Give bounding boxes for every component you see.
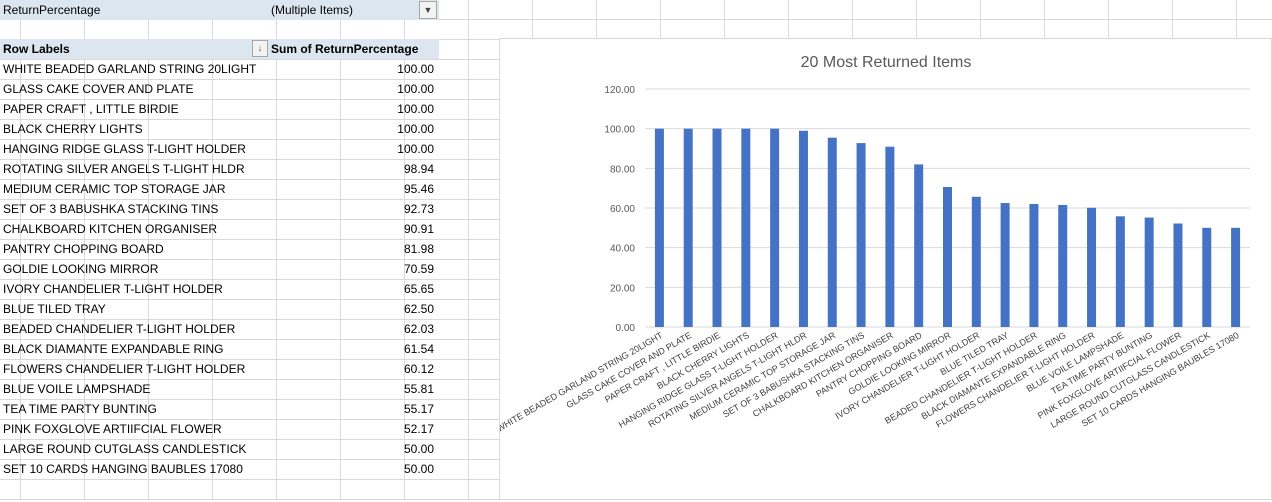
- y-tick-label: 0.00: [616, 323, 636, 334]
- pivot-row-value[interactable]: 98.94: [403, 162, 434, 176]
- pivot-row-label[interactable]: PINK FOXGLOVE ARTIIFCIAL FLOWER: [3, 422, 222, 436]
- bar[interactable]: [1144, 217, 1154, 327]
- bar[interactable]: [741, 128, 751, 327]
- y-tick-label: 20.00: [610, 283, 635, 294]
- pivot-row-value[interactable]: 52.17: [403, 422, 434, 436]
- pivot-row-label[interactable]: LARGE ROUND CUTGLASS CANDLESTICK: [3, 442, 247, 456]
- chart-canvas: 20 Most Returned Items 0.00 20.00 40.00 60.…: [495, 54, 1250, 434]
- pivot-row-value[interactable]: 92.73: [403, 202, 434, 216]
- pivot-row-label[interactable]: BLUE TILED TRAY: [3, 302, 106, 316]
- pivot-row-value[interactable]: 100.00: [397, 142, 434, 156]
- y-tick-label: 100.00: [604, 125, 635, 136]
- filter-field-label[interactable]: ReturnPercentage: [0, 0, 270, 20]
- pivot-row-value[interactable]: 100.00: [397, 102, 434, 116]
- pivot-row-label[interactable]: PANTRY CHOPPING BOARD: [3, 242, 164, 256]
- pivot-row-value[interactable]: 60.12: [403, 362, 434, 376]
- pivot-row-label[interactable]: SET OF 3 BABUSHKA STACKING TINS: [3, 202, 219, 216]
- bar[interactable]: [683, 128, 693, 327]
- pivot-row-value[interactable]: 95.46: [403, 182, 434, 196]
- pivot-row-label[interactable]: BLUE VOILE LAMPSHADE: [3, 382, 151, 396]
- pivot-row-label[interactable]: TEA TIME PARTY BUNTING: [3, 402, 157, 416]
- bar[interactable]: [971, 196, 981, 327]
- pivot-row-value[interactable]: 50.00: [403, 462, 434, 476]
- bar[interactable]: [654, 128, 664, 327]
- pivot-row-value[interactable]: 55.17: [403, 402, 434, 416]
- pivot-row-label[interactable]: BLACK CHERRY LIGHTS: [3, 122, 143, 136]
- pivot-row-value[interactable]: 100.00: [397, 82, 434, 96]
- bar[interactable]: [1202, 227, 1212, 327]
- pivot-row-value[interactable]: 81.98: [403, 242, 434, 256]
- y-tick-label: 40.00: [610, 244, 635, 255]
- pivot-row-value[interactable]: 55.81: [403, 382, 434, 396]
- pivot-row-label[interactable]: BLACK DIAMANTE EXPANDABLE RING: [3, 342, 224, 356]
- bar[interactable]: [1000, 203, 1010, 327]
- bar[interactable]: [1115, 216, 1125, 327]
- bar[interactable]: [827, 137, 837, 327]
- pivot-row-value[interactable]: 100.00: [397, 62, 434, 76]
- bar-chart[interactable]: 20 Most Returned Items 0.00 20.00 40.00 60.…: [495, 38, 1272, 500]
- pivot-row-label[interactable]: FLOWERS CHANDELIER T-LIGHT HOLDER: [3, 362, 246, 376]
- pivot-row-value[interactable]: 90.91: [403, 222, 434, 236]
- pivot-row-label[interactable]: GOLDIE LOOKING MIRROR: [3, 262, 159, 276]
- pivot-row-value[interactable]: 62.50: [403, 302, 434, 316]
- bar[interactable]: [712, 128, 722, 327]
- sort-filter-icon[interactable]: ↓: [252, 40, 268, 57]
- pivot-row-label[interactable]: BEADED CHANDELIER T-LIGHT HOLDER: [3, 322, 236, 336]
- bar[interactable]: [914, 164, 924, 327]
- y-tick-label: 80.00: [610, 164, 635, 175]
- pivot-row-label[interactable]: ROTATING SILVER ANGELS T-LIGHT HLDR: [3, 162, 245, 176]
- bar[interactable]: [1087, 207, 1097, 327]
- y-tick-label: 120.00: [604, 85, 635, 96]
- pivot-row-label[interactable]: WHITE BEADED GARLAND STRING 20LIGHT: [3, 62, 257, 76]
- bar[interactable]: [943, 186, 952, 327]
- filter-funnel-icon[interactable]: ▼: [419, 1, 437, 19]
- bar[interactable]: [1029, 203, 1039, 327]
- pivot-row-label[interactable]: PAPER CRAFT , LITTLE BIRDIE: [3, 102, 179, 116]
- pivot-row-value[interactable]: 61.54: [403, 342, 434, 356]
- pivot-row-label[interactable]: CHALKBOARD KITCHEN ORGANISER: [3, 222, 218, 236]
- pivot-row-label[interactable]: HANGING RIDGE GLASS T-LIGHT HOLDER: [3, 142, 246, 156]
- bar[interactable]: [1058, 204, 1068, 327]
- pivot-row-value[interactable]: 65.65: [403, 282, 434, 296]
- bar[interactable]: [1231, 227, 1241, 327]
- pivot-row-label[interactable]: MEDIUM CERAMIC TOP STORAGE JAR: [3, 182, 226, 196]
- bar[interactable]: [885, 146, 895, 327]
- y-tick-label: 60.00: [610, 204, 635, 215]
- pivot-row-value[interactable]: 62.03: [403, 322, 434, 336]
- row-labels-header[interactable]: Row Labels: [0, 39, 270, 59]
- pivot-row-label[interactable]: SET 10 CARDS HANGING BAUBLES 17080: [3, 462, 243, 476]
- bar[interactable]: [856, 143, 866, 327]
- pivot-row-label[interactable]: IVORY CHANDELIER T-LIGHT HOLDER: [3, 282, 223, 296]
- pivot-row-value[interactable]: 50.00: [403, 442, 434, 456]
- bar[interactable]: [770, 128, 780, 327]
- chart-title: 20 Most Returned Items: [801, 54, 972, 71]
- value-header[interactable]: Sum of ReturnPercentage: [268, 39, 439, 59]
- bar[interactable]: [1173, 223, 1183, 327]
- pivot-row-value[interactable]: 100.00: [397, 122, 434, 136]
- filter-value[interactable]: (Multiple Items): [268, 0, 439, 20]
- pivot-row-value[interactable]: 70.59: [403, 262, 434, 276]
- bar[interactable]: [798, 130, 808, 327]
- pivot-row-label[interactable]: GLASS CAKE COVER AND PLATE: [3, 82, 194, 96]
